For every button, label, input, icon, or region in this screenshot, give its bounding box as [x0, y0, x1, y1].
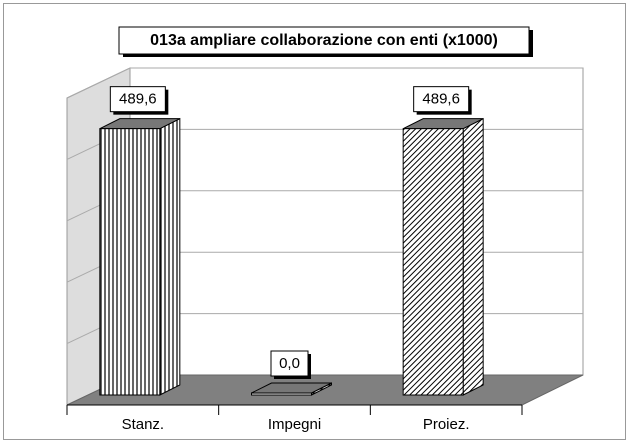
- back-wall: [129, 67, 584, 376]
- data-label-box: [270, 350, 309, 377]
- data-label: 0,0: [279, 355, 300, 372]
- bar: [99, 128, 161, 396]
- chart-title: 013a ampliare collaborazione con enti (x…: [150, 32, 498, 49]
- data-label: 489,6: [119, 91, 157, 108]
- x-tick-label: Impegni: [268, 416, 321, 433]
- grid-line: [66, 67, 583, 99]
- bar: [402, 128, 464, 396]
- bar-side: [462, 117, 484, 396]
- title-box: [118, 26, 530, 55]
- bar: [251, 392, 312, 396]
- x-tick-label: Proiez.: [423, 416, 470, 433]
- data-label: 489,6: [422, 91, 460, 108]
- x-tick-label: Stanz.: [122, 416, 165, 433]
- data-label-box: [413, 86, 470, 113]
- data-label-box: [109, 86, 166, 113]
- bar-side: [159, 117, 181, 396]
